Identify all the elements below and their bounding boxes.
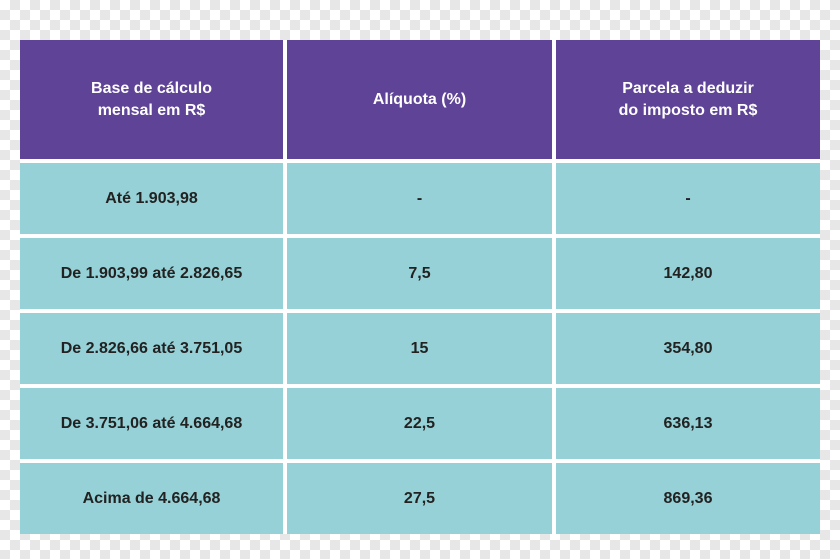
row-4-parcela: 636,13 <box>556 388 820 459</box>
row-2-parcela: 142,80 <box>556 238 820 309</box>
row-5-base: Acima de 4.664,68 <box>20 463 283 534</box>
row-1-base: Até 1.903,98 <box>20 163 283 234</box>
header-parcela-deduzir: Parcela a deduzir do imposto em R$ <box>556 40 820 159</box>
row-3-parcela: 354,80 <box>556 313 820 384</box>
row-1-parcela: - <box>556 163 820 234</box>
row-3-base: De 2.826,66 até 3.751,05 <box>20 313 283 384</box>
row-5-parcela: 869,36 <box>556 463 820 534</box>
header-aliquota: Alíquota (%) <box>287 40 552 159</box>
row-3-aliquota: 15 <box>287 313 552 384</box>
row-2-base: De 1.903,99 até 2.826,65 <box>20 238 283 309</box>
tax-table: Base de cálculo mensal em R$ Alíquota (%… <box>20 40 820 534</box>
row-2-aliquota: 7,5 <box>287 238 552 309</box>
row-4-base: De 3.751,06 até 4.664,68 <box>20 388 283 459</box>
row-4-aliquota: 22,5 <box>287 388 552 459</box>
header-base-calculo: Base de cálculo mensal em R$ <box>20 40 283 159</box>
row-1-aliquota: - <box>287 163 552 234</box>
row-5-aliquota: 27,5 <box>287 463 552 534</box>
